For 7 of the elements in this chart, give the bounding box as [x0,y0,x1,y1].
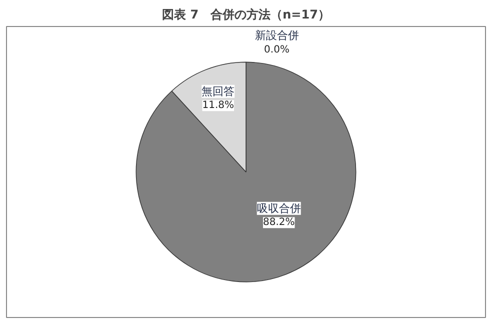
category-label: 新設合併 [254,29,299,42]
text: 0.0% [264,44,290,56]
slice-label: 無回答 [202,84,235,98]
data-label: 11.8% [202,100,234,112]
slice-label: 吸収合併 [256,202,301,215]
chart-title: 図表 7 合併の方法（n=17） [162,8,330,22]
data-label: 88.2% [262,217,295,228]
